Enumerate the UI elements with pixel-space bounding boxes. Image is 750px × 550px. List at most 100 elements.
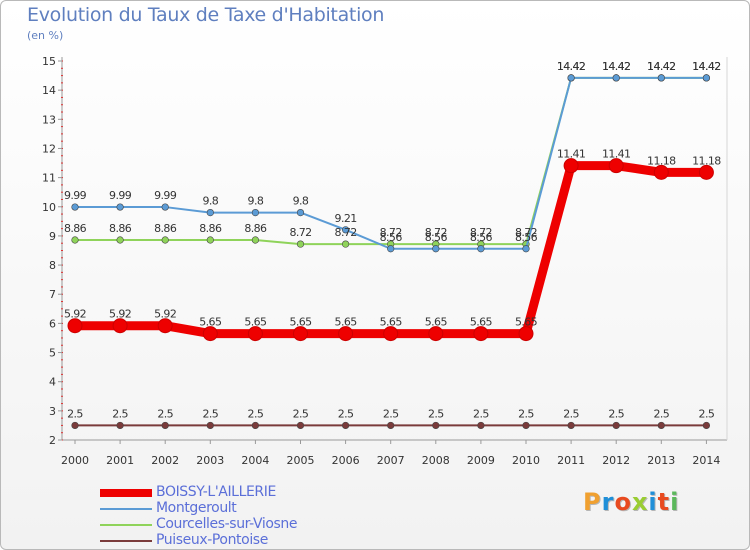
data-point	[112, 318, 128, 334]
data-point	[612, 74, 620, 82]
data-label: 2.5	[428, 407, 444, 420]
data-point	[342, 226, 350, 234]
data-label: 5.65	[470, 316, 493, 329]
data-point	[477, 421, 485, 430]
logo-letter: x	[631, 488, 649, 516]
x-tick-label: 2006	[332, 454, 360, 467]
data-label: 8.72	[380, 226, 402, 239]
data-label: 8.86	[64, 222, 87, 235]
data-label: 2.5	[157, 407, 173, 420]
x-tick-label: 2000	[61, 454, 89, 467]
data-label: 2.5	[293, 407, 309, 420]
data-point	[567, 74, 575, 82]
data-point	[67, 318, 83, 334]
data-label: 2.5	[202, 407, 218, 420]
x-tick-label: 2001	[106, 454, 134, 467]
data-label: 14.42	[557, 60, 586, 73]
data-label: 5.65	[425, 316, 448, 329]
data-label: 2.5	[518, 407, 534, 420]
legend-label: Montgeroult	[156, 500, 237, 516]
logo-letter: t	[657, 488, 671, 516]
data-label: 9.99	[154, 189, 177, 202]
legend-swatch	[100, 508, 152, 510]
x-tick-label: 2004	[241, 454, 269, 467]
data-point	[161, 236, 169, 244]
x-tick-label: 2005	[287, 454, 315, 467]
data-point	[116, 421, 124, 430]
y-tick-label: 15	[42, 55, 56, 68]
x-tick-label: 2008	[422, 454, 450, 467]
data-label: 14.42	[647, 60, 676, 73]
x-tick-label: 2012	[602, 454, 630, 467]
legend-label: BOISSY-L'AILLERIE	[156, 484, 276, 500]
data-label: 11.41	[557, 148, 586, 161]
data-label: 11.18	[647, 154, 676, 167]
data-label: 5.65	[515, 316, 538, 329]
data-point	[567, 421, 575, 430]
data-label: 2.5	[699, 407, 715, 420]
data-label: 9.99	[109, 189, 132, 202]
data-label: 8.72	[425, 226, 447, 239]
data-label: 8.72	[289, 226, 311, 239]
data-label: 9.8	[202, 195, 218, 208]
data-point	[522, 421, 530, 430]
data-label: 8.56	[470, 231, 493, 244]
data-label: 2.5	[338, 407, 354, 420]
x-tick-label: 2014	[692, 454, 720, 467]
data-label: 2.5	[473, 407, 489, 420]
data-label: 8.86	[199, 222, 222, 235]
y-tick-label: 5	[49, 347, 56, 360]
data-point	[116, 203, 124, 211]
data-point	[161, 421, 169, 430]
data-point	[157, 318, 173, 334]
data-label: 8.72	[515, 226, 537, 239]
data-label: 2.5	[112, 407, 128, 420]
legend-swatch	[100, 524, 152, 526]
data-point	[702, 421, 711, 430]
y-tick-label: 6	[49, 317, 56, 330]
y-tick-label: 4	[49, 376, 56, 389]
proxiti-logo: Proxiti	[583, 488, 679, 516]
data-point	[653, 164, 669, 180]
data-point	[657, 74, 665, 82]
data-label: 8.56	[380, 231, 403, 244]
data-point	[251, 236, 259, 244]
data-point	[206, 421, 214, 430]
data-point	[71, 421, 79, 430]
data-point	[342, 421, 350, 430]
data-point	[432, 421, 440, 430]
data-label: 5.65	[335, 316, 358, 329]
x-tick-label: 2013	[647, 454, 675, 467]
data-point	[698, 164, 714, 180]
legend-swatch	[100, 540, 152, 542]
logo-letter: i	[648, 488, 658, 516]
data-label: 2.5	[248, 407, 264, 420]
legend-label: Courcelles-sur-Viosne	[156, 516, 298, 532]
data-point	[296, 421, 305, 430]
data-label: 8.86	[109, 222, 132, 235]
data-point	[432, 245, 440, 253]
data-label: 11.41	[602, 148, 631, 161]
logo-letter: i	[670, 488, 680, 516]
data-label: 2.5	[67, 407, 83, 420]
data-label: 2.5	[563, 407, 579, 420]
data-point	[563, 158, 579, 174]
y-tick-label: 14	[42, 84, 56, 97]
data-point	[522, 245, 530, 253]
data-label: 5.65	[289, 316, 312, 329]
y-tick-label: 2	[49, 434, 56, 447]
data-point	[702, 74, 711, 82]
y-tick-label: 7	[49, 288, 56, 301]
data-point	[247, 326, 263, 342]
data-label: 8.56	[515, 231, 538, 244]
data-point	[71, 203, 79, 211]
data-label: 14.42	[692, 60, 721, 73]
data-label: 14.42	[692, 60, 721, 73]
data-point	[387, 421, 395, 430]
data-label: 2.5	[653, 407, 669, 420]
data-label: 8.72	[335, 226, 357, 239]
data-point	[251, 421, 259, 430]
data-label: 8.86	[244, 222, 267, 235]
data-point	[342, 240, 350, 248]
